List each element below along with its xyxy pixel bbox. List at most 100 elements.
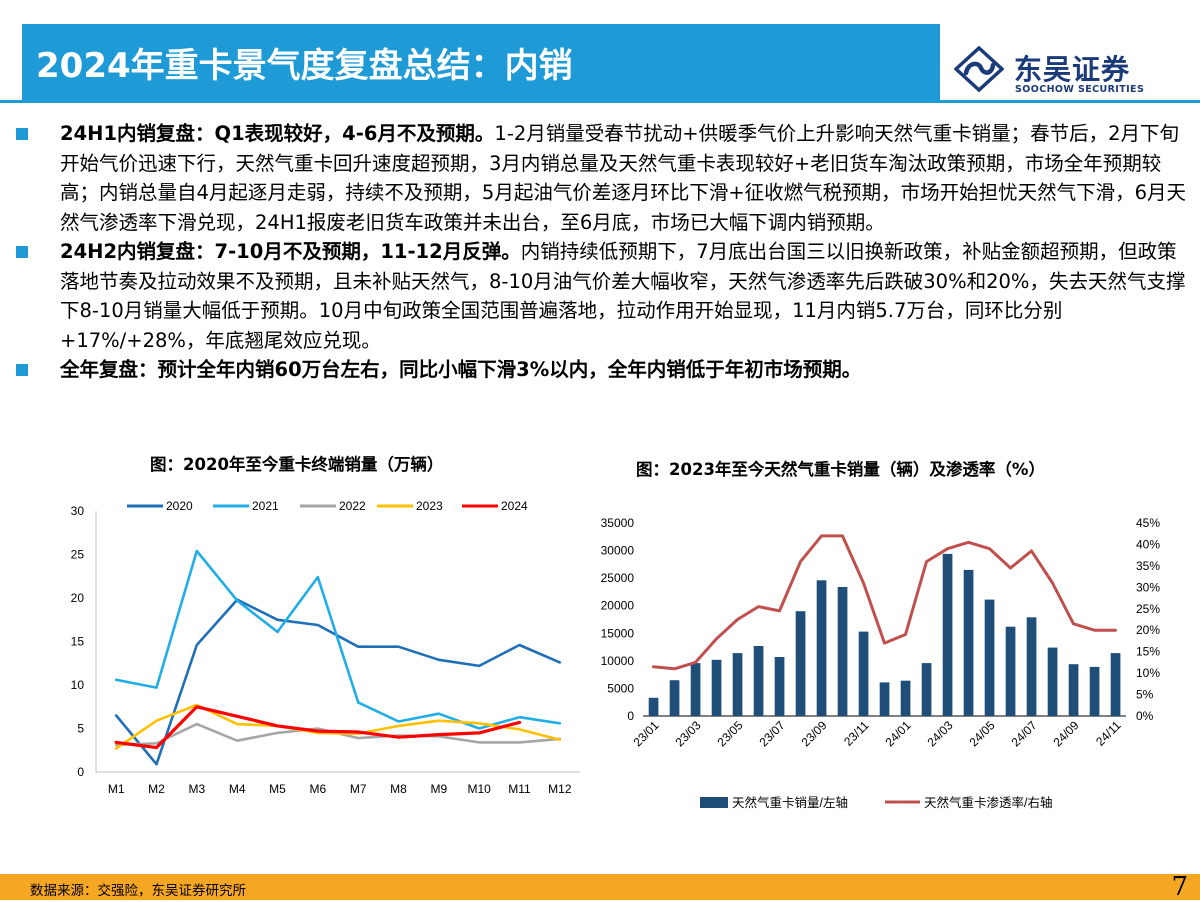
series-line-2021 <box>114 549 562 730</box>
bar-24/06 <box>1005 626 1016 716</box>
title-bar: 2024年重卡景气度复盘总结：内销 <box>22 24 940 102</box>
bullet-h1-review: 24H1内销复盘：Q1表现较好，4-6月不及预期。1-2月销量受春节扰动+供暖季… <box>10 119 1190 237</box>
bar-23/09 <box>816 580 827 716</box>
summary-bullets: 24H1内销复盘：Q1表现较好，4-6月不及预期。1-2月销量受春节扰动+供暖季… <box>10 119 1190 385</box>
y-right-tick-label: 20% <box>1136 623 1160 637</box>
bar-23/07 <box>774 657 785 716</box>
bullet-h2-review: 24H2内销复盘：7-10月不及预期，11-12月反弹。内销持续低预期下，7月底… <box>10 237 1190 355</box>
y-tick-label: 10 <box>71 678 85 692</box>
bullet-heading: 全年复盘：预计全年内销60万台左右，同比小幅下滑3%以内，全年内销低于年初市场预… <box>60 358 862 381</box>
x-tick-label: M6 <box>309 782 326 796</box>
bar-23/06 <box>753 646 764 716</box>
y-left-tick-label: 35000 <box>601 516 635 530</box>
page-number: 7 <box>1171 872 1188 902</box>
bar-24/10 <box>1089 666 1100 716</box>
y-right-tick-label: 5% <box>1136 688 1154 702</box>
x-tick-label: M5 <box>269 782 286 796</box>
bar-24/04 <box>963 569 974 716</box>
bar-23/12 <box>879 682 890 716</box>
chart-title-sales: 图：2020年至今重卡终端销量（万辆） <box>150 455 444 474</box>
soochow-logo-icon <box>954 46 1004 92</box>
legend-swatch-sales <box>700 797 728 808</box>
penetration-line <box>652 534 1117 671</box>
x-tick-label: M10 <box>467 782 491 796</box>
x-tick-label: 24/05 <box>966 718 997 749</box>
y-right-tick-label: 10% <box>1136 666 1160 680</box>
x-tick-label: 24/07 <box>1008 718 1039 749</box>
y-right-tick-label: 0% <box>1136 709 1154 723</box>
y-tick-label: 30 <box>71 504 85 518</box>
bar-24/02 <box>921 663 932 716</box>
bar-24/03 <box>942 553 953 716</box>
bullet-square-icon <box>16 364 28 376</box>
y-right-tick-label: 25% <box>1136 602 1160 616</box>
y-left-tick-label: 15000 <box>601 626 635 640</box>
y-left-tick-label: 0 <box>627 709 634 723</box>
bar-24/05 <box>984 599 995 716</box>
y-right-tick-label: 30% <box>1136 580 1160 594</box>
data-source: 数据来源：交强险，东吴证券研究所 <box>30 883 246 899</box>
bar-23/05 <box>732 653 743 716</box>
y-right-tick-label: 35% <box>1136 559 1160 573</box>
bar-24/09 <box>1068 664 1079 716</box>
series-line-2024 <box>114 705 522 750</box>
bar-23/03 <box>690 663 701 716</box>
x-tick-label: 23/11 <box>841 718 872 749</box>
x-tick-label: M3 <box>188 782 205 796</box>
bullet-square-icon <box>16 246 28 258</box>
y-left-tick-label: 20000 <box>601 599 635 613</box>
x-tick-label: 23/01 <box>630 718 661 749</box>
y-tick-label: 15 <box>71 635 85 649</box>
company-logo: 东吴证券 SOOCHOW SECURITIES <box>948 40 1178 100</box>
bar-24/07 <box>1026 617 1037 716</box>
footer-bar: 数据来源：交强险，东吴证券研究所 7 <box>0 872 1200 902</box>
series-line-2023 <box>114 703 562 750</box>
x-tick-label: M1 <box>108 782 125 796</box>
bar-24/08 <box>1047 647 1058 716</box>
bullet-heading: 24H2内销复盘：7-10月不及预期，11-12月反弹。 <box>60 240 521 263</box>
y-left-tick-label: 30000 <box>601 544 635 558</box>
x-tick-label: M11 <box>508 782 531 796</box>
bar-23/04 <box>711 659 722 716</box>
y-tick-label: 25 <box>71 548 85 562</box>
x-tick-label: 23/03 <box>672 718 703 749</box>
bar-23/11 <box>858 631 869 716</box>
y-right-tick-label: 45% <box>1136 516 1160 530</box>
bullet-heading: 24H1内销复盘：Q1表现较好，4-6月不及预期。 <box>60 122 495 145</box>
legend-label-2021: 2021 <box>252 499 279 513</box>
legend-label-2022: 2022 <box>339 499 366 513</box>
chart-title-lng: 图：2023年至今天然气重卡销量（辆）及渗透率（%） <box>636 460 1045 479</box>
x-tick-label: M9 <box>430 782 447 796</box>
legend-label-2024: 2024 <box>501 499 528 513</box>
page-title: 2024年重卡景气度复盘总结：内销 <box>36 46 573 86</box>
x-tick-label: M2 <box>148 782 165 796</box>
y-right-tick-label: 40% <box>1136 537 1160 551</box>
y-left-tick-label: 5000 <box>607 681 634 695</box>
y-left-tick-label: 10000 <box>601 654 635 668</box>
legend-label-sales: 天然气重卡销量/左轴 <box>732 795 848 810</box>
y-right-tick-label: 15% <box>1136 645 1160 659</box>
legend-label-penetration: 天然气重卡渗透率/右轴 <box>924 795 1052 810</box>
x-tick-label: 24/09 <box>1050 718 1081 749</box>
y-tick-label: 5 <box>77 722 84 736</box>
x-tick-label: M8 <box>390 782 407 796</box>
x-tick-label: 23/07 <box>756 718 787 749</box>
x-tick-label: 23/09 <box>798 718 829 749</box>
x-tick-label: 24/03 <box>924 718 955 749</box>
x-tick-label: 23/05 <box>714 718 745 749</box>
x-tick-label: M7 <box>350 782 367 796</box>
legend-label-2020: 2020 <box>166 499 193 513</box>
bullet-body: 1-2月销量受春节扰动+供暖季气价上升影响天然气重卡销量；春节后，2月下旬开始气… <box>60 122 1187 234</box>
logo-en-text: SOOCHOW SECURITIES <box>1015 84 1145 95</box>
bar-23/02 <box>669 680 680 716</box>
x-tick-label: 24/11 <box>1093 718 1124 749</box>
bar-23/01 <box>648 697 659 716</box>
bar-23/08 <box>795 611 806 716</box>
y-left-tick-label: 25000 <box>601 571 635 585</box>
bullet-full-year-review: 全年复盘：预计全年内销60万台左右，同比小幅下滑3%以内，全年内销低于年初市场预… <box>10 355 1190 385</box>
logo-cn-text: 东吴证券 <box>1014 53 1131 86</box>
x-tick-label: M12 <box>548 782 572 796</box>
legend-label-2023: 2023 <box>416 499 443 513</box>
